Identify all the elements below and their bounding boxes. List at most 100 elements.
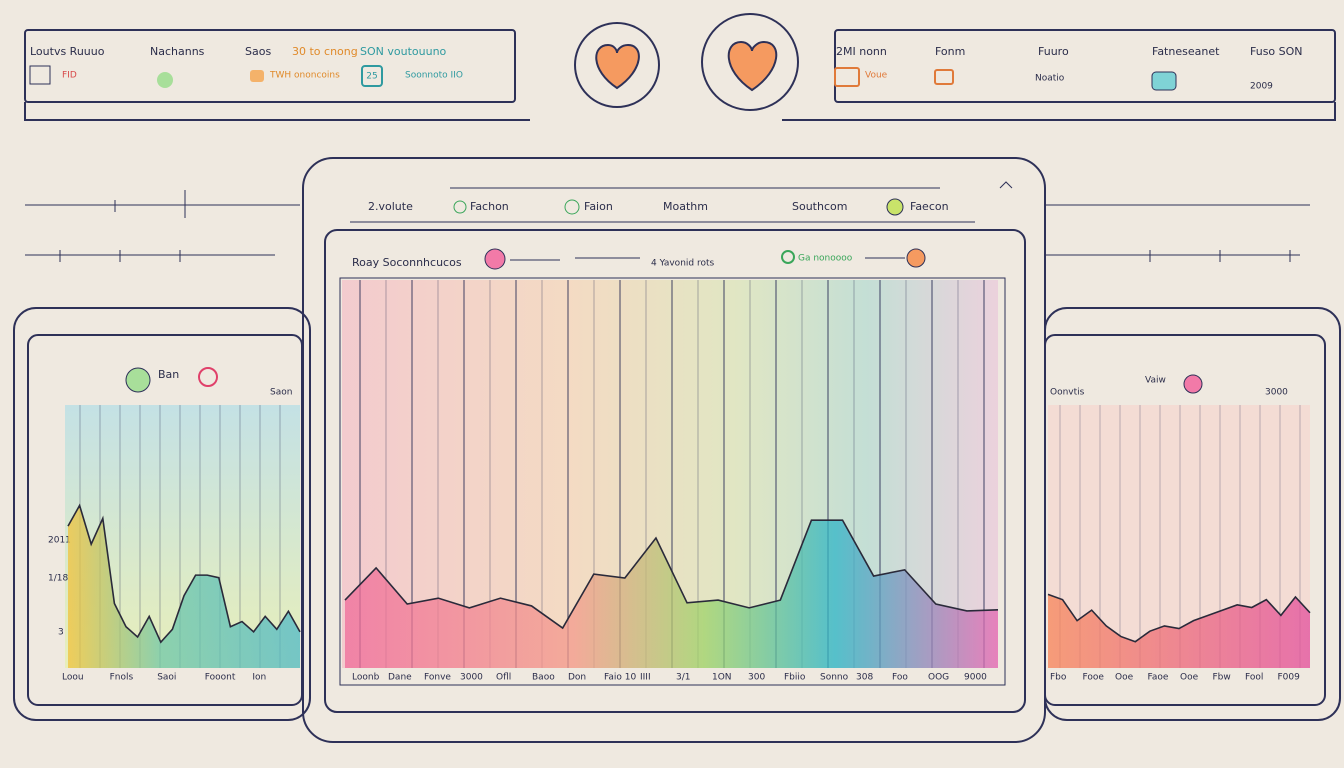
x-label: Faio 10 <box>604 673 636 683</box>
header-label: Fuuro <box>1038 45 1069 58</box>
x-label: Ooe <box>1180 673 1199 683</box>
legend-label: 3000 <box>1265 388 1288 398</box>
x-label: Fbo <box>1050 673 1067 683</box>
header-sublabel: 2009 <box>1250 82 1273 92</box>
icon <box>361 65 383 87</box>
header-sublabel: FID <box>62 71 77 81</box>
heart-badge <box>574 22 660 108</box>
x-label: Baoo <box>532 673 555 683</box>
x-label: IIII <box>640 673 651 683</box>
header-label: Saos <box>245 45 271 58</box>
x-label: Dane <box>388 673 412 683</box>
x-label: 3000 <box>460 673 483 683</box>
icon <box>29 65 51 85</box>
chart-title: Roay Soconnhcucos <box>352 256 462 269</box>
header-sublabel: Voue <box>865 71 888 81</box>
x-label: Fbw <box>1213 673 1231 683</box>
header-label: Fatneseanet <box>1152 45 1220 58</box>
tab[interactable]: Faecon <box>910 200 949 213</box>
legend-icon <box>781 250 795 264</box>
icon <box>834 67 860 87</box>
x-label: Fonve <box>424 673 451 683</box>
x-label: OOG <box>928 673 949 683</box>
heart-badge <box>701 13 799 111</box>
tab-icon <box>886 198 904 216</box>
legend-label: Ga nonoooo <box>798 254 853 264</box>
header-sublabel: Noatio <box>1035 74 1065 84</box>
header-sublabel: Soonnoto IIO <box>405 71 463 81</box>
line-area <box>345 520 998 668</box>
header-label: Fonm <box>935 45 965 58</box>
legend-label: Vaiw <box>1145 376 1166 386</box>
header-rule <box>24 102 530 121</box>
tab[interactable]: Southcom <box>792 200 847 213</box>
icon <box>157 72 173 88</box>
chart-frame <box>339 277 1006 686</box>
icon <box>1151 71 1177 91</box>
y-label: 2011 <box>48 536 71 546</box>
x-label: 3/1 <box>676 673 690 683</box>
header-label: Nachanns <box>150 45 205 58</box>
tablet <box>13 307 311 721</box>
x-label: Fooont <box>205 673 236 683</box>
x-label: Fool <box>1245 673 1263 683</box>
tab[interactable]: Moathm <box>663 200 708 213</box>
header-label: 30 to cnong <box>292 45 358 58</box>
tab-icon <box>453 200 467 214</box>
legend-rule <box>510 257 905 261</box>
x-label: Saoi <box>157 673 176 683</box>
tab-icon <box>564 199 580 215</box>
x-label: Fooe <box>1083 673 1105 683</box>
scale-rule <box>25 190 1310 262</box>
line <box>344 519 999 630</box>
line <box>1047 593 1311 643</box>
y-label: 1/18 <box>48 574 68 584</box>
x-label: Ion <box>252 673 266 683</box>
x-label: 300 <box>748 673 765 683</box>
line <box>67 503 301 644</box>
heart-icon <box>727 40 778 92</box>
legend-icon <box>198 367 218 387</box>
legend-label: Ban <box>158 368 179 381</box>
line-area <box>1048 594 1310 668</box>
legend-icon <box>125 367 151 393</box>
x-label: Loou <box>62 673 84 683</box>
header-box <box>834 29 1336 103</box>
heart-icon <box>595 43 640 90</box>
legend-icon <box>484 248 506 270</box>
x-label: Ofll <box>496 673 511 683</box>
y-label: 3 <box>58 628 64 638</box>
tab[interactable]: Faion <box>584 200 613 213</box>
x-label: F009 <box>1278 673 1301 683</box>
x-label: 1ON <box>712 673 732 683</box>
icon <box>250 70 264 82</box>
header-label: SON voutouuno <box>360 45 447 58</box>
x-label: 308 <box>856 673 873 683</box>
x-label: 9000 <box>964 673 987 683</box>
x-label: Sonno <box>820 673 849 683</box>
header-sublabel: TWH ononcoins <box>269 71 340 81</box>
tablet <box>302 157 1046 743</box>
tablet-screen <box>324 229 1026 713</box>
icon <box>934 69 954 85</box>
header-sublabel: 25 <box>366 72 377 82</box>
x-label: Loonb <box>352 673 380 683</box>
x-label: Foo <box>892 673 908 683</box>
x-label: Fbiio <box>784 673 806 683</box>
legend-icon <box>906 248 926 268</box>
tab-rule <box>350 181 1013 223</box>
header-box <box>24 29 516 103</box>
x-label: Ooe <box>1115 673 1134 683</box>
legend-label: Saon <box>270 388 292 398</box>
x-label: Faoe <box>1148 673 1169 683</box>
header-label: Loutvs Ruuuo <box>30 45 105 58</box>
header-rule <box>782 102 1336 121</box>
legend-label: 4 Yavonid rots <box>651 259 715 269</box>
tab[interactable]: Fachon <box>470 200 509 213</box>
x-label: Don <box>568 673 586 683</box>
legend-icon <box>1183 374 1203 394</box>
tab[interactable]: 2.volute <box>368 200 413 213</box>
header-label: 2MI nonn <box>836 45 887 58</box>
header-label: Fuso SON <box>1250 45 1303 58</box>
